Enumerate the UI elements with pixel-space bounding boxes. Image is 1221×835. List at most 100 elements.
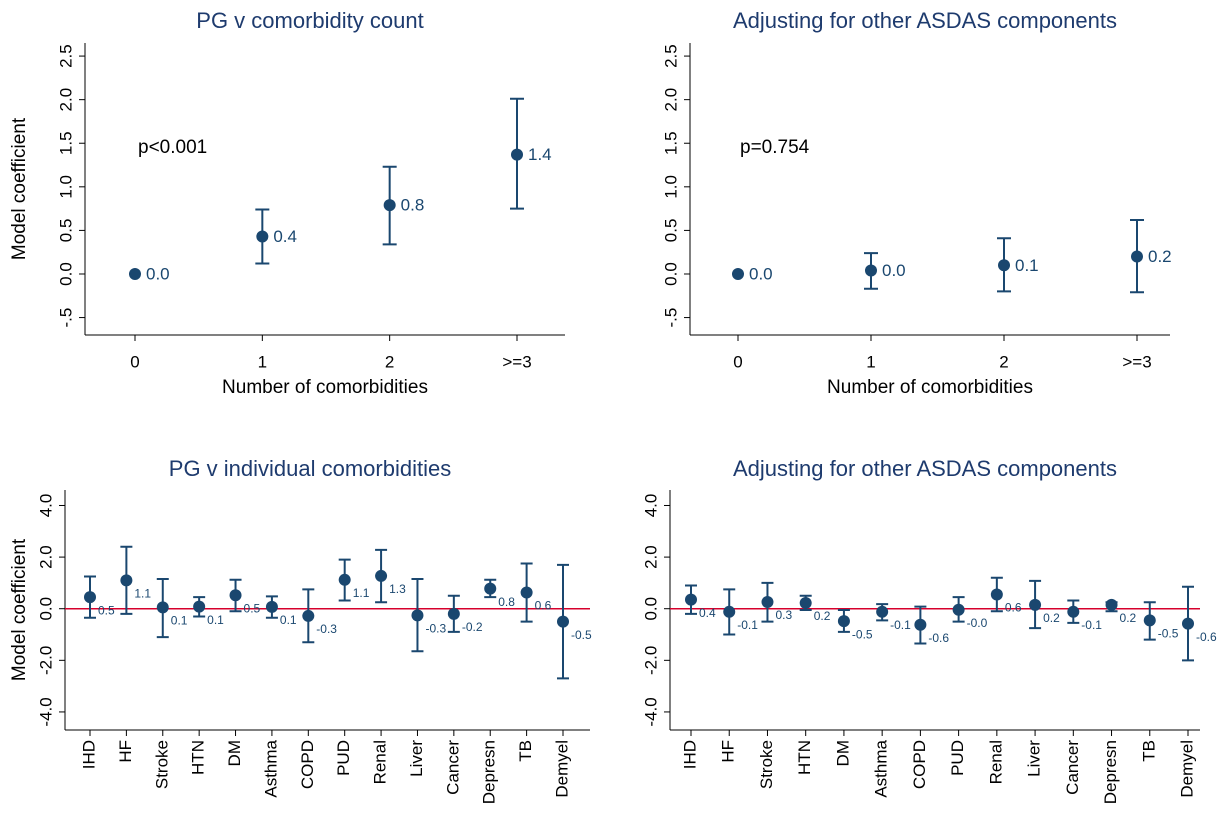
- point: [837, 615, 850, 628]
- data-label: 0.5: [244, 601, 261, 615]
- x-tick-label: HF: [116, 740, 135, 763]
- data-label: 1.1: [134, 586, 151, 600]
- x-tick-label: DM: [225, 740, 244, 766]
- data-label: -0.0: [967, 616, 988, 630]
- point: [338, 573, 351, 586]
- point: [129, 267, 141, 280]
- data-label: 0.1: [1015, 256, 1039, 275]
- data-label: 0.4: [699, 606, 716, 620]
- point: [520, 586, 533, 599]
- y-tick-label: -.5: [661, 308, 680, 328]
- x-axis-title: Number of comorbidities: [222, 377, 428, 398]
- point: [1105, 598, 1118, 611]
- x-tick-label: Stroke: [152, 740, 171, 789]
- point: [998, 259, 1010, 272]
- point: [447, 607, 460, 620]
- x-tick-label: Demyel: [1177, 740, 1196, 798]
- x-tick-label: Depresn: [1101, 740, 1120, 804]
- x-tick-label: DM: [833, 740, 852, 766]
- data-label: 0.1: [207, 613, 224, 627]
- x-tick-label: 0: [733, 352, 742, 371]
- data-label: -0.6: [1196, 630, 1217, 644]
- point: [1182, 617, 1194, 630]
- data-label: 0.5: [98, 603, 115, 617]
- y-tick-label: 2.0: [641, 545, 660, 569]
- x-tick-label: HTN: [795, 740, 814, 775]
- y-tick-label: 0.0: [56, 262, 75, 286]
- x-tick-label: 2: [385, 352, 394, 371]
- y-tick-label: 1.5: [661, 131, 680, 155]
- y-tick-label: 1.5: [56, 131, 75, 155]
- y-tick-label: 4.0: [641, 494, 660, 518]
- y-tick-label: -4.0: [641, 697, 660, 726]
- data-label: 0.2: [814, 609, 831, 623]
- y-tick-label: 0.5: [56, 219, 75, 243]
- x-tick-label: 1: [258, 352, 267, 371]
- data-label: 0.2: [1120, 611, 1137, 625]
- point: [990, 588, 1003, 601]
- point: [1067, 605, 1080, 618]
- x-tick-label: >=3: [1122, 352, 1151, 371]
- annotation: p=0.754: [740, 137, 810, 158]
- point: [265, 600, 278, 613]
- data-label: -0.3: [425, 622, 446, 636]
- point: [761, 596, 774, 608]
- x-tick-label: Cancer: [443, 740, 462, 795]
- data-label: -0.1: [1081, 618, 1102, 632]
- data-label: 1.4: [528, 145, 552, 164]
- data-label: -0.1: [737, 618, 758, 632]
- data-label: 1.1: [353, 586, 370, 600]
- point: [484, 582, 497, 595]
- x-tick-label: COPD: [910, 740, 929, 789]
- x-tick-label: 1: [866, 352, 875, 371]
- point: [511, 148, 523, 161]
- x-tick-label: >=3: [502, 352, 531, 371]
- y-tick-label: 0.0: [36, 597, 55, 621]
- x-tick-label: Stroke: [757, 740, 776, 789]
- y-tick-label: 0.0: [661, 262, 680, 286]
- point: [952, 603, 965, 616]
- data-label: -0.1: [890, 618, 911, 632]
- data-label: 0.1: [280, 613, 297, 627]
- x-tick-label: IHD: [680, 740, 699, 769]
- point: [914, 618, 927, 631]
- x-tick-label: HF: [719, 740, 738, 763]
- x-tick-label: TB: [516, 740, 535, 762]
- x-tick-label: PUD: [948, 740, 967, 776]
- chart-title: PG v comorbidity count: [196, 8, 423, 33]
- point: [557, 615, 569, 628]
- chart-title: Adjusting for other ASDAS components: [733, 456, 1117, 481]
- data-label: 1.3: [389, 582, 406, 596]
- point: [1131, 250, 1143, 263]
- point: [876, 605, 889, 618]
- x-tick-label: Renal: [371, 740, 390, 784]
- point: [411, 609, 424, 622]
- x-tick-label: 0: [130, 352, 139, 371]
- data-label: 0.0: [749, 264, 773, 283]
- point: [302, 609, 315, 622]
- annotation: p<0.001: [138, 137, 207, 158]
- y-axis-title: Model coefficient: [9, 117, 30, 260]
- point: [799, 597, 812, 610]
- data-label: 0.1: [171, 614, 188, 628]
- data-label: 0.3: [775, 608, 792, 622]
- point: [1143, 614, 1156, 627]
- data-label: -0.5: [852, 627, 873, 641]
- point: [193, 600, 206, 613]
- y-tick-label: -2.0: [641, 646, 660, 675]
- data-label: 0.0: [882, 261, 906, 280]
- y-tick-label: -4.0: [36, 697, 55, 726]
- y-tick-label: -.5: [56, 308, 75, 328]
- chart-title: PG v individual comorbidities: [169, 456, 451, 481]
- point: [383, 199, 396, 212]
- point: [84, 591, 96, 604]
- x-tick-label: Cancer: [1063, 740, 1082, 795]
- data-label: -0.6: [928, 631, 949, 645]
- y-tick-label: 0.5: [661, 219, 680, 243]
- point: [375, 569, 388, 582]
- y-tick-label: 4.0: [36, 494, 55, 518]
- x-tick-label: COPD: [298, 740, 317, 789]
- data-label: -0.3: [316, 622, 337, 636]
